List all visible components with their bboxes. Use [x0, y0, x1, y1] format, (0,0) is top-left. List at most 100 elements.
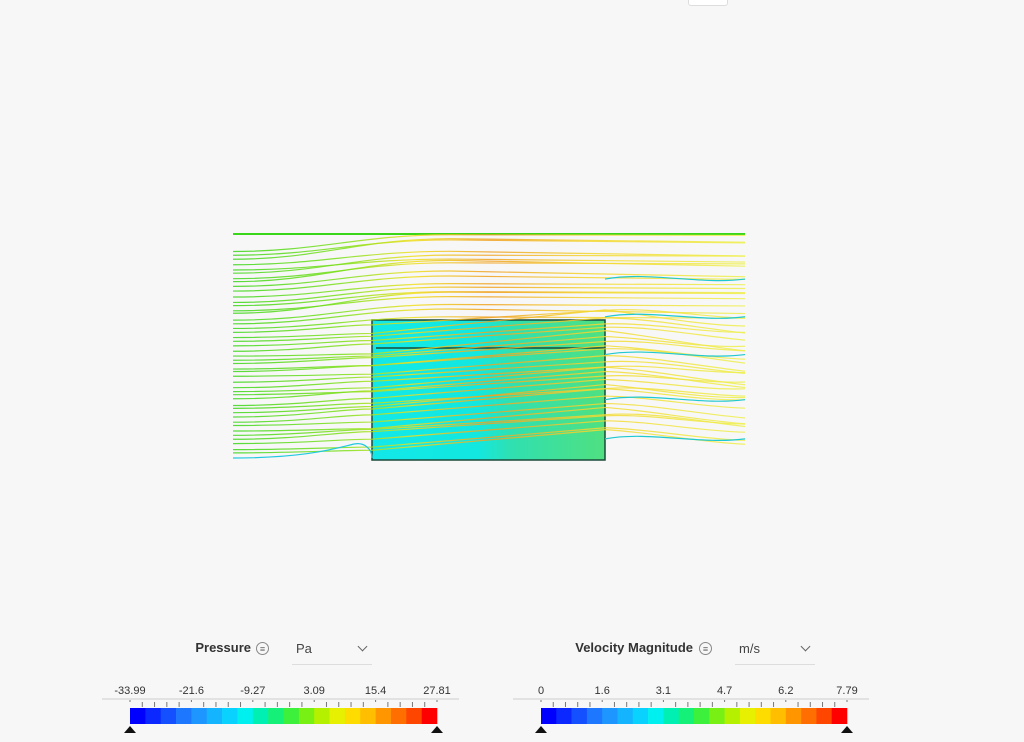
streamline	[232, 366, 746, 393]
color-swatch	[237, 708, 254, 724]
streamline	[604, 435, 746, 441]
streamline	[232, 378, 746, 407]
range-handle	[841, 726, 853, 733]
streamline	[232, 317, 746, 342]
streamline	[604, 275, 746, 282]
color-swatch	[739, 708, 756, 724]
streamline	[232, 291, 746, 314]
streamline	[232, 275, 746, 292]
top-button[interactable]	[688, 0, 728, 6]
color-swatch	[816, 708, 832, 724]
tick-label: 27.81	[423, 685, 451, 697]
color-swatch	[648, 708, 664, 724]
streamline	[232, 443, 373, 459]
streamline	[232, 335, 746, 361]
streamline	[232, 406, 746, 432]
streamline	[232, 270, 746, 287]
color-swatch	[785, 708, 802, 724]
color-swatch	[329, 708, 346, 724]
streamline	[232, 250, 746, 266]
color-swatch	[375, 708, 392, 724]
streamline	[232, 388, 746, 418]
streamline	[232, 326, 746, 352]
color-swatch	[130, 708, 146, 724]
color-swatch	[602, 708, 618, 724]
streamline	[232, 316, 746, 330]
legend-title: Velocity Magnitude	[575, 640, 693, 655]
tick-label: 4.7	[717, 685, 732, 697]
streamline	[232, 303, 746, 321]
streamline	[232, 340, 746, 365]
unit-dropdown[interactable]: m/s	[735, 633, 815, 665]
tick-label: -21.6	[179, 685, 204, 697]
color-swatch	[421, 708, 438, 724]
streamline	[232, 414, 746, 440]
tick-label: 1.6	[595, 685, 610, 697]
color-swatch	[663, 708, 679, 724]
range-handle	[431, 726, 443, 733]
streamline	[232, 323, 746, 347]
unit-dropdown[interactable]: Pa	[292, 633, 372, 665]
color-swatch	[709, 708, 725, 724]
legend-title: Pressure	[195, 640, 251, 655]
streamline	[232, 402, 746, 427]
streamline	[232, 375, 746, 396]
color-swatch	[252, 708, 269, 724]
color-swatch	[617, 708, 634, 724]
streamline	[232, 308, 746, 325]
color-swatch	[556, 708, 572, 724]
streamline	[232, 259, 746, 283]
tick-label: 6.2	[778, 685, 793, 697]
streamline	[232, 348, 746, 370]
color-swatch	[770, 708, 787, 724]
info-icon[interactable]: ≡	[699, 642, 712, 655]
color-swatch	[222, 708, 238, 724]
color-swatch	[283, 708, 300, 724]
streamline	[232, 420, 746, 445]
color-swatch	[206, 708, 223, 724]
color-swatch	[724, 708, 741, 724]
color-swatch	[632, 708, 649, 724]
streamline	[232, 355, 746, 377]
color-swatch	[678, 708, 695, 724]
tick-label: 3.09	[303, 685, 324, 697]
streamline	[232, 238, 746, 260]
color-swatch	[145, 708, 161, 724]
range-handle	[124, 726, 136, 733]
streamline	[232, 234, 746, 253]
color-swatch	[268, 708, 284, 724]
streamline	[232, 395, 746, 423]
color-swatch	[571, 708, 588, 724]
color-swatch	[755, 708, 771, 724]
streamline	[232, 283, 746, 298]
streamline	[232, 286, 746, 304]
streamline	[232, 309, 746, 339]
streamline	[604, 351, 746, 357]
color-swatch	[160, 708, 177, 724]
color-swatch	[176, 708, 192, 724]
color-swatch	[360, 708, 376, 724]
info-icon[interactable]: ≡	[256, 642, 269, 655]
streamline	[232, 360, 746, 383]
tick-label: 3.1	[656, 685, 671, 697]
streamline	[232, 295, 746, 312]
unit: m/s	[739, 641, 760, 656]
color-swatch	[314, 708, 330, 724]
streamline	[232, 383, 746, 414]
tick-label: -9.27	[240, 685, 265, 697]
color-swatch	[801, 708, 817, 724]
color-swatch	[694, 708, 710, 724]
streamline	[604, 313, 746, 319]
tick-label: 0	[538, 685, 544, 697]
color-swatch	[298, 708, 315, 724]
color-swatch	[191, 708, 208, 724]
streamline	[232, 427, 746, 451]
streamline	[232, 254, 746, 274]
streamline	[232, 309, 746, 333]
streamline	[232, 258, 746, 271]
streamline	[604, 396, 746, 402]
tick-label: 15.4	[365, 685, 386, 697]
color-swatch	[541, 708, 557, 724]
